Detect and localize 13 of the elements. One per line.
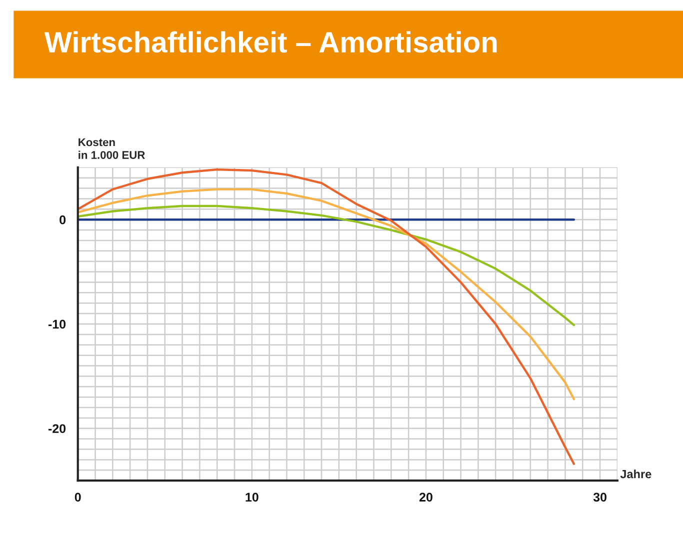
line-series — [78, 204, 576, 326]
y-tick-label: 0 — [60, 215, 66, 224]
line-series — [78, 168, 576, 466]
line-series — [78, 188, 576, 400]
chart-title: Wirtschaftlichkeit – Amortisation — [44, 31, 497, 53]
y-tick-label: -20 — [48, 424, 66, 434]
y-tick-label: -10 — [48, 320, 66, 329]
x-axis-title: Jahre — [620, 470, 652, 478]
x-tick-label: 20 — [419, 492, 432, 502]
x-tick-label: 30 — [593, 492, 606, 502]
x-tick-label: 10 — [246, 492, 258, 502]
x-tick-label: 0 — [74, 492, 81, 502]
y-axis-title: Kosten in 1.000 EUR — [78, 138, 145, 159]
